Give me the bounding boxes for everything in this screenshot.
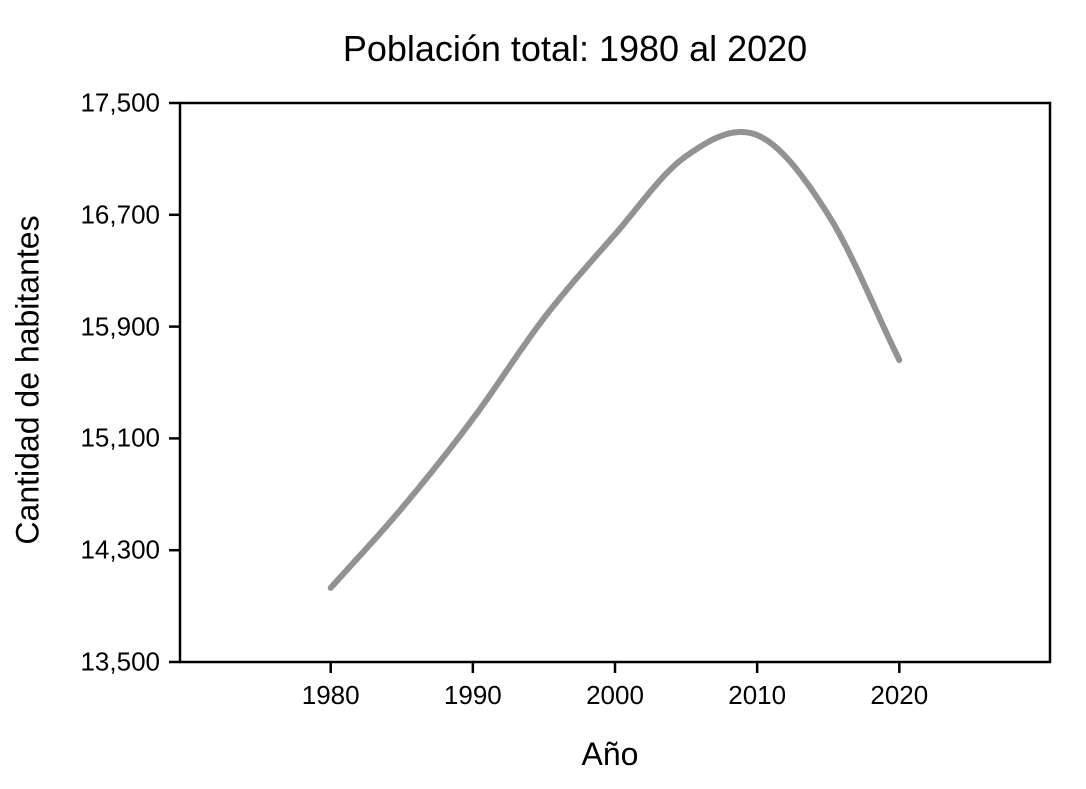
plot-frame	[178, 101, 1052, 664]
y-tick-label: 16,700	[80, 199, 160, 230]
y-tick-label: 14,300	[80, 534, 160, 565]
population-line-series	[327, 129, 903, 591]
x-axis-title: Año	[581, 736, 639, 772]
y-tick-label: 13,500	[80, 646, 160, 677]
y-tick-label: 15,900	[80, 311, 160, 342]
y-tick-label: 17,500	[80, 87, 160, 118]
x-tick-label: 1990	[443, 680, 502, 710]
x-tick-label: 2020	[870, 680, 929, 710]
chart-title: Población total: 1980 al 2020	[342, 28, 808, 69]
x-tick-label: 2000	[586, 680, 644, 710]
axis-tick-marks	[169, 101, 901, 673]
y-tick-label: 15,100	[80, 422, 160, 453]
x-tick-label: 1980	[301, 680, 360, 710]
x-tick-label: 2010	[728, 680, 787, 710]
